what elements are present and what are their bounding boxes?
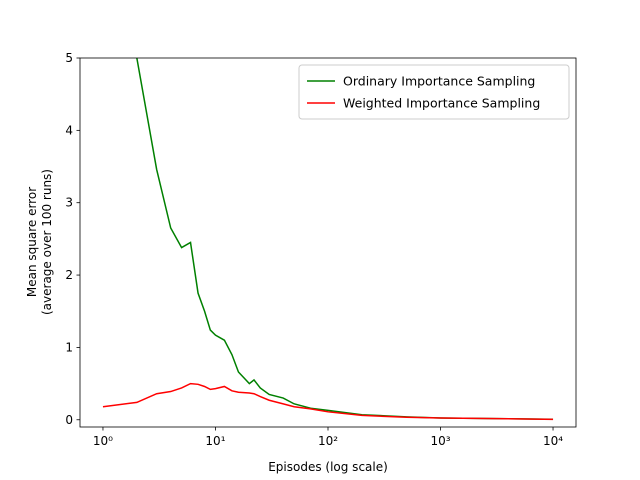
y-tick-label: 4 [65, 123, 73, 137]
series-line [102, 382, 554, 421]
legend-box [298, 64, 570, 120]
y-axis-label: Mean square error [25, 187, 39, 297]
y-axis-label: (average over 100 runs) [40, 169, 54, 315]
plot-lines [102, 58, 554, 421]
y-tick-label: 5 [65, 51, 73, 65]
x-tick-label: 10¹ [205, 434, 225, 448]
x-tick-label: 10³ [430, 434, 450, 448]
x-tick-label: 10⁰ [93, 434, 113, 448]
x-tick-label: 10⁴ [543, 434, 563, 448]
y-tick-label: 1 [65, 340, 73, 354]
plot-frame [79, 57, 577, 428]
x-axis-label: Episodes (log scale) [268, 460, 388, 474]
y-tick-label: 3 [65, 196, 73, 210]
y-tick-label: 0 [65, 413, 73, 427]
y-tick-label: 2 [65, 268, 73, 282]
x-tick-label: 10² [318, 434, 338, 448]
legend-label: Ordinary Importance Sampling [343, 74, 535, 89]
legend-label: Weighted Importance Sampling [343, 96, 540, 111]
series-line [136, 58, 554, 420]
